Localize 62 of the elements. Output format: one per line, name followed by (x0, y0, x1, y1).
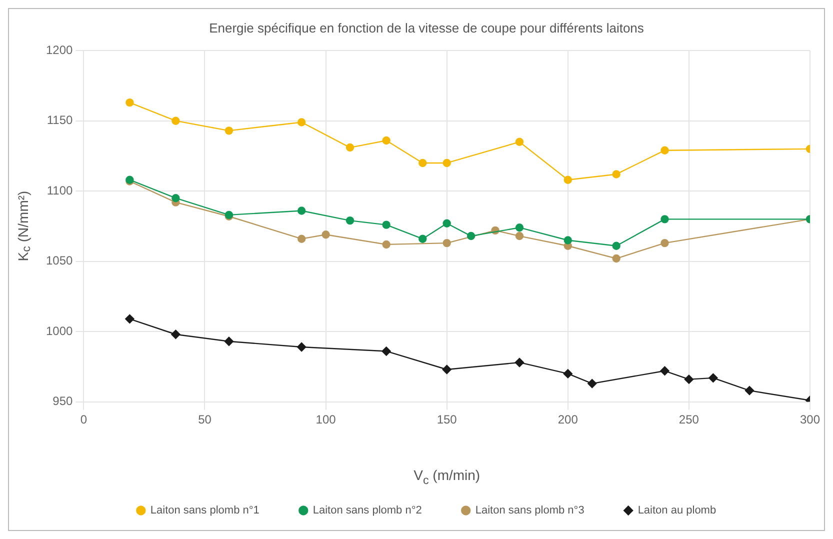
legend-label: Laiton sans plomb n°1 (150, 504, 260, 517)
point (612, 242, 620, 250)
point (172, 194, 180, 202)
x-tick-label: 150 (436, 412, 458, 426)
point (708, 373, 718, 383)
point (346, 216, 354, 225)
point (382, 220, 390, 229)
legend-label: Laiton sans plomb n°2 (312, 504, 422, 517)
point (297, 234, 306, 243)
point (588, 378, 597, 388)
point (382, 346, 391, 356)
point (171, 330, 180, 339)
point (442, 158, 451, 168)
point (296, 342, 306, 352)
point (172, 116, 180, 125)
legend-label: Laiton sans plomb n°3 (475, 504, 584, 517)
point (442, 364, 452, 374)
point (564, 236, 572, 244)
x-axis-title: V$_{c}$ (m/min) (414, 467, 480, 487)
point (684, 374, 694, 384)
point (297, 206, 306, 215)
y-tick-label: 1150 (46, 113, 74, 128)
point (612, 170, 620, 178)
point (126, 98, 134, 107)
y-tick-label: 1100 (46, 183, 74, 198)
y-tick-label: 1000 (46, 324, 74, 338)
point (382, 240, 390, 249)
point (466, 232, 476, 240)
y-tick-label: 950 (52, 394, 74, 408)
x-tick-label: 200 (558, 412, 578, 426)
point (515, 232, 524, 240)
x-tick-label: 0 (80, 412, 88, 426)
point (660, 238, 669, 248)
point (515, 138, 524, 146)
y-tick-label: 1200 (46, 42, 74, 57)
legend-label: Laiton au plomb (638, 504, 716, 517)
point (660, 146, 669, 154)
point (563, 369, 572, 378)
x-tick-label: 250 (678, 412, 700, 426)
point (612, 254, 620, 263)
x-tick-label: 50 (198, 412, 212, 426)
x-tick-label: 300 (800, 412, 820, 426)
x-tick-label: 100 (316, 412, 336, 426)
point (564, 176, 572, 184)
y-tick-label: 1050 (46, 254, 74, 268)
point (346, 143, 354, 152)
point (744, 386, 754, 396)
point (442, 238, 451, 248)
point (382, 136, 390, 145)
point (514, 358, 524, 368)
point (660, 366, 670, 376)
point (125, 314, 134, 324)
point (224, 336, 234, 346)
point (297, 118, 306, 126)
chart-title: Energie spécifique en fonction de la vitesse de coupe pour différents laitons (209, 20, 644, 36)
point (660, 215, 669, 224)
point (418, 234, 427, 243)
point (322, 230, 330, 239)
point (442, 219, 451, 228)
point (418, 158, 427, 168)
point (224, 126, 234, 135)
point (515, 224, 524, 232)
